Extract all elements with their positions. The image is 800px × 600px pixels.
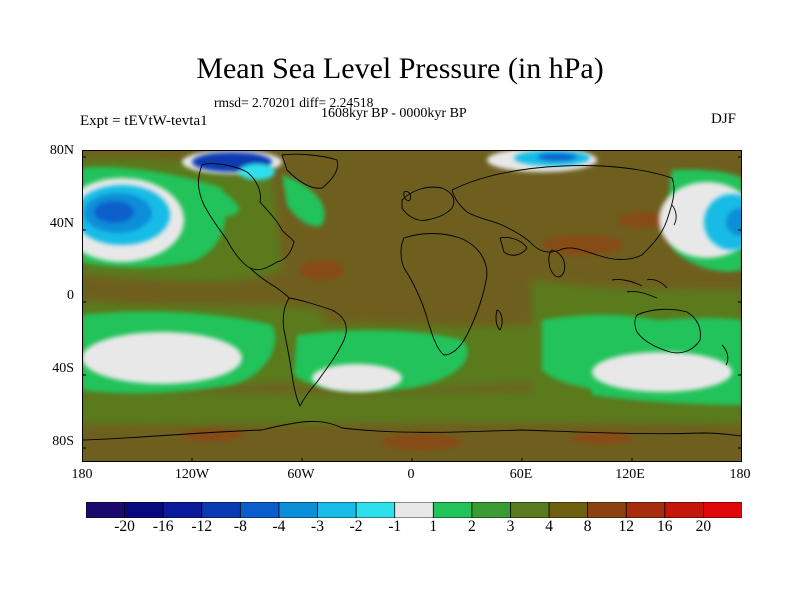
lon-label-120e: 120E [615,467,645,482]
colorbar-label: 1 [429,518,438,535]
coast-greenland [281,153,339,189]
lat-label-eq: 0 [67,288,74,303]
antarctic-brown-3 [182,429,242,441]
south-pacific-white [82,332,242,384]
colorbar-swatch [239,502,280,518]
colorbar-swatch [394,502,434,518]
colorbar-swatch [355,502,396,518]
colorbar-label: -12 [191,518,213,535]
coast-europe [401,186,455,221]
coast-antarctica [82,421,742,441]
south-indian-white [592,352,732,392]
colorbar [86,502,742,518]
lon-label-60e: 60E [509,467,533,482]
lon-label-0: 0 [407,467,415,482]
lat-label-40n: 40N [49,216,74,231]
coast-asia [451,165,675,260]
colorbar-swatch [625,502,666,518]
colorbar-swatch [278,502,319,518]
ne-pacific-low [704,194,742,250]
nw-atlantic-green [200,188,240,217]
colorbar-swatch [432,502,473,518]
coast-madagascar [495,309,503,331]
colorbar-label: -3 [311,518,324,535]
lon-label-60w: 60W [287,467,315,482]
coast-uk [403,191,411,201]
stats-label: rmsd= 2.70201 diff= 2.24518 [214,95,374,110]
colorbar-label: 20 [695,518,712,535]
lat-label-80s: 80S [52,434,74,449]
north-atlantic-green [282,175,325,227]
west-pacific-brown [542,235,622,255]
experiment-label: Expt = tEVtW-tevta1 [80,113,208,129]
coast-japan [671,204,677,226]
colorbar-label: -1 [388,518,402,535]
colorbar-swatch [510,502,550,518]
map-title: Mean Sea Level Pressure (in hPa) [196,52,604,85]
colorbar-swatch [703,502,742,518]
map-frame [82,150,742,462]
period-label: 1608kyr BP - 0000kyr BP [321,106,467,121]
north-pacific-low-core [94,201,134,223]
west-pacific-brown-2 [617,212,667,228]
colorbar-swatch [124,502,164,518]
colorbar-swatch [587,502,627,518]
coast-india [548,249,566,278]
coastlines [82,153,742,441]
coast-south-america [282,297,347,407]
antarctic-brown [382,434,462,450]
colorbar-swatch [471,502,512,518]
pressure-map [82,150,742,462]
colorbar-swatch [317,502,357,518]
lat-label-40s: 40S [52,361,74,376]
colorbar-swatch [548,502,589,518]
lon-label-180w: 180 [71,467,93,482]
colorbar-label: 12 [618,518,634,535]
colorbar-label: -2 [349,518,363,535]
colorbar-label: 4 [545,518,553,535]
southern-ocean-band [82,385,742,425]
lat-label-80n: 80N [49,143,74,158]
colorbar-label: 16 [657,518,673,535]
season-label: DJF [711,111,737,127]
colorbar-label: 8 [583,518,592,535]
arctic-canada-low-2 [239,164,275,180]
colorbar-swatch [201,502,242,518]
coast-north-america [198,163,295,271]
antarctic-brown-2 [572,432,632,444]
trop-atlantic-brown [300,260,344,280]
ne-pacific-low-core [726,208,742,236]
colorbar-label: -16 [152,518,174,535]
colorbar-swatch [162,502,203,518]
siberia-low-core [537,153,577,161]
colorbar-label: -4 [272,518,286,535]
coast-australia [634,308,701,354]
coast-new-zealand [721,344,729,366]
coast-africa [400,233,488,356]
colorbar-label: -8 [233,518,247,535]
colorbar-swatch [86,502,126,518]
colorbar-label: 3 [506,518,515,535]
lon-label-180e: 180 [729,467,751,482]
colorbar-swatch [664,502,705,518]
lon-label-120w: 120W [174,467,210,482]
colorbar-label: 2 [468,518,476,535]
coast-arabia [499,237,528,256]
south-atlantic-white [312,364,402,392]
coast-central-america [249,267,290,299]
colorbar-label: -20 [114,518,135,535]
coast-indonesia [611,279,668,299]
